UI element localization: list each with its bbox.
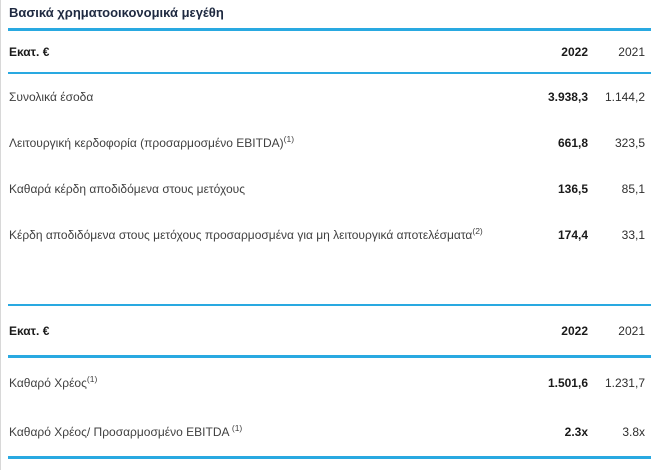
value-2021: 1.144,2 (604, 90, 645, 104)
row-label: Καθαρό Χρέος/ Προσαρμοσμένο EBITDA (1) (8, 422, 506, 439)
table-rows: Καθαρό Χρέος(1) 1.501,6 1.231,7 Καθαρό Χ… (8, 358, 651, 456)
row-label-text: Καθαρό Χρέος/ Προσαρμοσμένο EBITDA (9, 424, 230, 439)
net-debt-table: Εκατ. € 2022 2021 Καθαρό Χρέος(1) 1.501,… (8, 304, 651, 459)
row-label: Συνολικά έσοδα (8, 90, 506, 104)
value-2021: 33,1 (621, 228, 645, 242)
row-label-text: Κέρδη αποδιδόμενα στους μετόχους προσαρμ… (9, 228, 473, 242)
value-2022: 174,4 (557, 228, 588, 242)
table-header-row: Εκατ. € 2022 2021 (8, 304, 651, 358)
row-label-text: Συνολικά έσοδα (9, 90, 94, 104)
value-2021: 3.8x (622, 424, 645, 439)
footnote-superscript: (1) (229, 422, 243, 433)
row-label-text: Λειτουργική κερδοφορία (προσαρμοσμένο EB… (9, 136, 284, 150)
table-header-row: Εκατ. € 2022 2021 (8, 28, 651, 74)
value-2022: 2.3x (564, 424, 588, 439)
table-row: Λειτουργική κερδοφορία (προσαρμοσμένο EB… (8, 120, 651, 166)
key-financials-table: Εκατ. € 2022 2021 Συνολικά έσοδα 3.938,3… (8, 28, 651, 258)
column-header-2022: 2022 (561, 44, 588, 59)
row-label: Λειτουργική κερδοφορία (προσαρμοσμένο EB… (8, 134, 506, 150)
column-header-2021: 2021 (618, 323, 645, 338)
footnote-superscript: (1) (86, 373, 98, 384)
value-2022: 3.938,3 (547, 90, 588, 104)
value-2021: 323,5 (614, 136, 645, 150)
unit-label: Εκατ. € (9, 44, 50, 59)
column-header-2021: 2021 (618, 44, 645, 59)
table-row: Καθαρό Χρέος/ Προσαρμοσμένο EBITDA (1) 2… (8, 407, 651, 456)
unit-label: Εκατ. € (9, 323, 50, 338)
value-2022: 1.501,6 (547, 375, 588, 390)
value-2022: 661,8 (557, 136, 588, 150)
value-2021: 85,1 (621, 182, 645, 196)
value-2022: 136,5 (557, 182, 588, 196)
table-row: Καθαρά κέρδη αποδιδόμενα στους μετόχους … (8, 166, 651, 212)
row-label-text: Καθαρά κέρδη αποδιδόμενα στους μετόχους (9, 182, 246, 196)
page-title: Βασικά χρηματοοικονομικά μεγέθη (9, 5, 224, 20)
row-label: Καθαρά κέρδη αποδιδόμενα στους μετόχους (8, 182, 506, 196)
table-row: Κέρδη αποδιδόμενα στους μετόχους προσαρμ… (8, 212, 651, 258)
column-header-2022: 2022 (561, 323, 588, 338)
row-label-text: Καθαρό Χρέος (9, 375, 87, 390)
value-2021: 1.231,7 (604, 375, 645, 390)
table-row: Συνολικά έσοδα 3.938,3 1.144,2 (8, 74, 651, 120)
footnote-superscript: (1) (283, 134, 295, 144)
table-rows: Συνολικά έσοδα 3.938,3 1.144,2 Λειτουργι… (8, 74, 651, 258)
table-row: Καθαρό Χρέος(1) 1.501,6 1.231,7 (8, 358, 651, 407)
row-label: Κέρδη αποδιδόμενα στους μετόχους προσαρμ… (8, 226, 506, 242)
row-label: Καθαρό Χρέος(1) (8, 373, 506, 390)
footnote-superscript: (2) (472, 226, 483, 236)
